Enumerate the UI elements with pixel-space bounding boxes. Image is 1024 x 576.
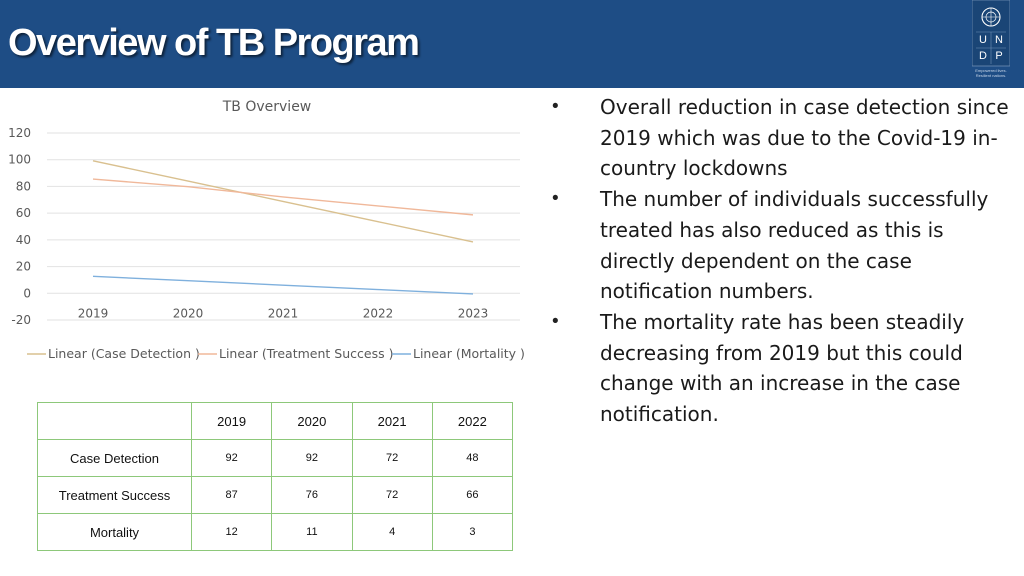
table-cell: 3	[431, 513, 514, 551]
logo-letter-n: N	[995, 34, 1003, 46]
table-cell: 72	[351, 439, 433, 477]
table-header-cell: 2021	[351, 402, 433, 440]
title-bar: Overview of TB Program U N D P Empowered…	[0, 0, 1024, 88]
x-tick-label: 2019	[78, 306, 109, 320]
table-header-cell	[37, 402, 192, 440]
y-tick-label: 120	[8, 126, 31, 140]
y-tick-label: 60	[16, 206, 31, 220]
bullet-list: • Overall reduction in case detection si…	[540, 92, 1010, 430]
table-cell: 11	[271, 513, 353, 551]
table-row: Mortality 12 11 4 3	[37, 513, 514, 551]
x-tick-label: 2023	[458, 306, 489, 320]
bullet-marker: •	[552, 310, 559, 332]
table-header-cell: 2022	[431, 402, 514, 440]
y-tick-label: 100	[8, 153, 31, 167]
tb-overview-chart: TB Overview 120 100 80 60 40 20 0 -20 2019 2020 202…	[8, 99, 525, 361]
legend-label: Linear (Treatment Success )	[219, 346, 393, 361]
table-cell: 87	[190, 476, 273, 514]
undp-logo-mark	[972, 0, 1010, 67]
y-tick-label: 40	[16, 233, 31, 247]
table-cell: 4	[351, 513, 433, 551]
table-cell: 48	[431, 439, 514, 477]
table-row-label: Mortality	[37, 513, 192, 551]
logo-letter-d: D	[979, 50, 987, 62]
bullet-text: The mortality rate has been steadily dec…	[600, 309, 965, 427]
table-row: Case Detection 92 92 72 48	[37, 439, 514, 477]
y-tick-label: 20	[16, 260, 31, 274]
series-line-case-detection	[92, 160, 474, 243]
undp-logo: U N D P Empowered lives. Resilient natio…	[968, 0, 1014, 84]
logo-letter-u: U	[979, 34, 987, 46]
bullet-item: • Overall reduction in case detection si…	[540, 92, 1010, 184]
table-header-cell: 2020	[271, 402, 353, 440]
table-row: Treatment Success 87 76 72 66	[37, 476, 514, 514]
bullet-marker: •	[552, 96, 559, 117]
bullet-item: • The number of individuals successfully…	[540, 184, 1010, 307]
page-title: Overview of TB Program	[8, 22, 420, 64]
series-line-mortality	[92, 275, 474, 295]
chart-title: TB Overview	[222, 99, 312, 115]
table-cell: 66	[431, 476, 514, 514]
legend-label: Linear (Mortality )	[413, 346, 525, 361]
x-tick-label: 2020	[173, 306, 204, 320]
x-tick-label: 2021	[268, 306, 299, 320]
table-cell: 12	[190, 513, 273, 551]
table-header-cell: 2019	[190, 402, 273, 440]
data-table: 2019 2020 2021 2022 Case Detection 92 92…	[37, 402, 514, 551]
bullet-item: • The mortality rate has been steadily d…	[540, 307, 1010, 430]
y-tick-label: -20	[11, 313, 31, 327]
logo-tagline: Empowered lives. Resilient nations.	[975, 68, 1007, 78]
table-cell: 92	[190, 439, 273, 477]
legend-label: Linear (Case Detection )	[48, 346, 200, 361]
table-cell: 76	[271, 476, 353, 514]
table-cell: 92	[271, 439, 353, 477]
series-line-treatment-success	[92, 178, 474, 216]
table-cell: 72	[351, 476, 433, 514]
bullet-text: The number of individuals successfully t…	[600, 187, 989, 304]
table-header-row: 2019 2020 2021 2022	[37, 402, 514, 440]
table-row-label: Treatment Success	[37, 476, 192, 514]
bullet-marker: •	[552, 188, 559, 210]
bullet-text: Overall reduction in case detection sinc…	[600, 95, 1009, 181]
y-tick-label: 80	[16, 179, 31, 193]
x-tick-label: 2022	[363, 306, 394, 320]
y-tick-label: 0	[23, 286, 31, 300]
table-row-label: Case Detection	[37, 439, 192, 477]
logo-letter-p: P	[995, 50, 1003, 62]
